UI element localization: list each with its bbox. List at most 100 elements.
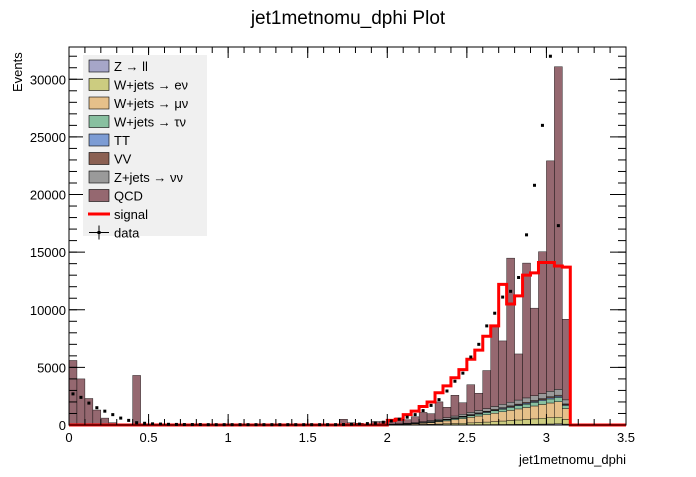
legend-swatch-3 <box>89 116 109 128</box>
legend-label-4: TT <box>114 133 130 148</box>
chart-title: jet1metnomu_dphi Plot <box>250 8 446 29</box>
bar-3-49 <box>459 417 467 418</box>
bar-7-8 <box>133 375 141 425</box>
legend-label-6: Z+jets → νν <box>114 170 183 185</box>
data-point-50 <box>469 356 472 359</box>
data-point-54 <box>501 296 504 299</box>
data-point-59 <box>541 124 544 127</box>
bar-1-56 <box>515 420 523 424</box>
bar-1-51 <box>475 422 483 424</box>
bar-1-54 <box>499 421 507 424</box>
data-point-3 <box>95 406 98 409</box>
bar-2-48 <box>451 420 459 424</box>
data-point-6 <box>119 417 122 420</box>
data-point-44 <box>422 409 425 412</box>
bar-2-46 <box>435 422 443 424</box>
data-point-46 <box>438 398 441 401</box>
data-point-55 <box>509 290 512 293</box>
bar-6-54 <box>499 404 507 407</box>
bar-1-52 <box>483 422 491 425</box>
bar-6-56 <box>515 400 523 404</box>
bar-2-53 <box>491 413 499 421</box>
bar-1-53 <box>491 422 499 425</box>
bar-7-60 <box>546 161 554 391</box>
y-tick-label-4: 20000 <box>30 188 66 203</box>
bar-2-61 <box>554 402 562 418</box>
bar-7-43 <box>411 417 419 423</box>
bar-7-54 <box>499 341 507 404</box>
bar-7-50 <box>467 385 475 413</box>
data-point-8 <box>135 421 138 424</box>
bar-6-50 <box>467 412 475 414</box>
bar-3-53 <box>491 411 499 413</box>
data-point-52 <box>485 324 488 327</box>
bar-6-55 <box>507 402 515 406</box>
bar-3-61 <box>554 397 562 401</box>
bar-7-46 <box>435 402 443 419</box>
bar-2-57 <box>523 407 531 419</box>
bar-2-58 <box>531 406 539 419</box>
data-point-9 <box>143 422 146 425</box>
data-point-51 <box>477 343 480 346</box>
bar-2-54 <box>499 412 507 421</box>
bar-3-50 <box>467 416 475 418</box>
legend-swatch-5 <box>89 153 109 165</box>
bar-6-59 <box>538 394 546 399</box>
legend-label-3: W+jets → τν <box>114 115 186 130</box>
bar-7-52 <box>483 371 491 409</box>
bar-2-55 <box>507 410 515 420</box>
data-point-39 <box>382 421 385 424</box>
bar-7-55 <box>507 258 515 402</box>
y-tick-label-3: 15000 <box>30 245 66 260</box>
legend-label-5: VV <box>114 152 132 167</box>
legend-data-marker <box>98 231 101 234</box>
bar-3-58 <box>531 402 539 406</box>
bar-1-50 <box>467 423 475 425</box>
legend-label-2: W+jets → μν <box>114 96 188 111</box>
x-tick-label-1: 0.5 <box>140 430 158 445</box>
legend-swatch-7 <box>89 190 109 202</box>
bar-2-52 <box>483 415 491 422</box>
legend-swatch-0 <box>89 60 109 72</box>
data-point-40 <box>390 419 393 422</box>
data-point-57 <box>525 233 528 236</box>
data-point-60 <box>549 55 552 58</box>
bar-6-47 <box>443 418 451 419</box>
bar-7-53 <box>491 326 499 407</box>
data-point-4 <box>103 410 106 413</box>
bar-7-51 <box>475 393 483 410</box>
legend-label-7: QCD <box>114 189 143 204</box>
legend: Z → llW+jets → eνW+jets → μνW+jets → τνT… <box>83 55 207 241</box>
data-point-41 <box>398 418 401 421</box>
bar-2-56 <box>515 409 523 420</box>
legend-label-8: signal <box>114 207 148 222</box>
bar-7-45 <box>427 414 435 421</box>
bar-7-61 <box>554 67 562 390</box>
legend-swatch-2 <box>89 97 109 109</box>
bar-1-61 <box>554 417 562 423</box>
bar-7-48 <box>451 395 459 416</box>
data-point-45 <box>430 404 433 407</box>
bar-6-49 <box>459 414 467 416</box>
legend-label-9: data <box>114 226 140 241</box>
bar-7-47 <box>443 407 451 417</box>
data-point-1 <box>79 396 82 399</box>
bar-2-49 <box>459 419 467 424</box>
bar-1-59 <box>538 418 546 424</box>
legend-swatch-4 <box>89 134 109 146</box>
data-point-58 <box>533 184 536 187</box>
y-tick-label-6: 30000 <box>30 72 66 87</box>
data-point-61 <box>557 224 560 227</box>
bar-1-55 <box>507 421 515 425</box>
bar-3-56 <box>515 406 523 409</box>
bar-6-48 <box>451 416 459 418</box>
legend-label-0: Z → ll <box>114 59 148 74</box>
y-axis-label: Events <box>10 52 25 92</box>
x-tick-label-7: 3.5 <box>617 430 635 445</box>
legend-swatch-6 <box>89 171 109 183</box>
data-point-43 <box>414 413 417 416</box>
bar-2-45 <box>427 423 435 425</box>
bar-6-51 <box>475 410 483 412</box>
